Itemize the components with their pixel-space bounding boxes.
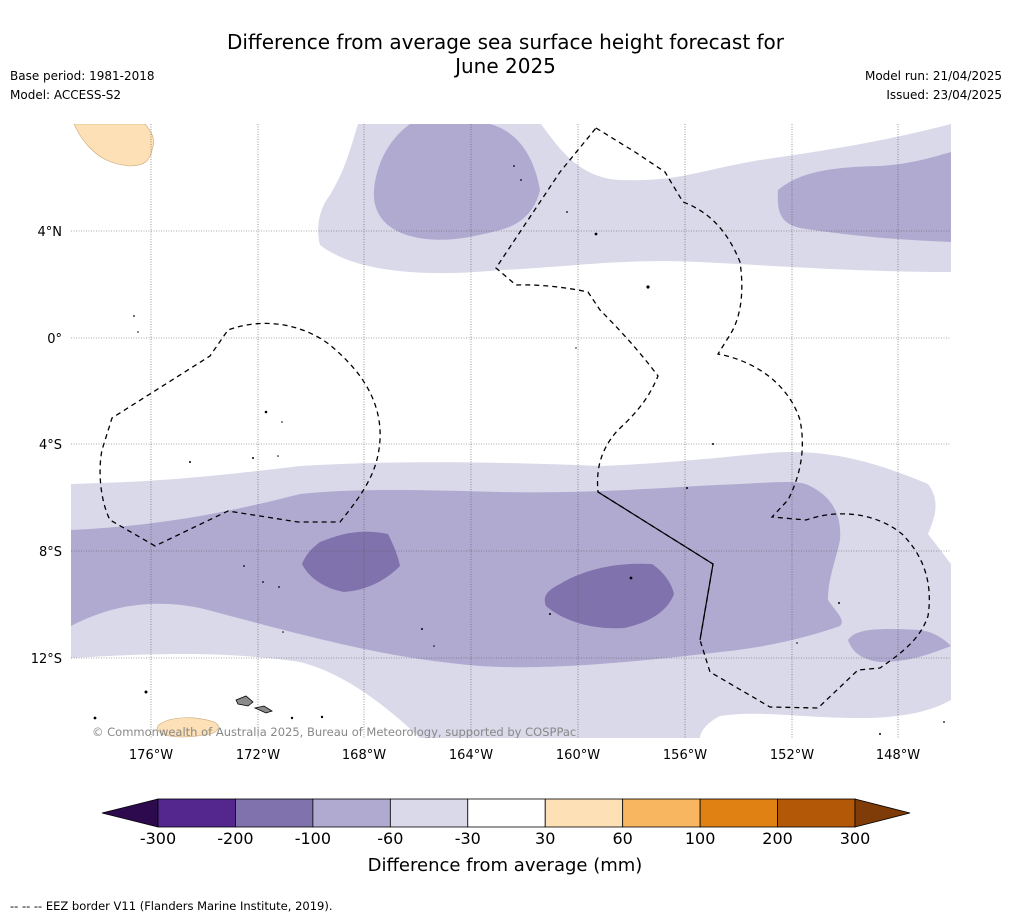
lon-label-160w: 160°W	[556, 748, 600, 763]
lon-label-172w: 172°W	[236, 748, 280, 763]
south-band-mid	[71, 482, 842, 668]
lat-label-4n: 4°N	[38, 225, 63, 240]
land-southwest	[156, 717, 219, 738]
colorbar-segment	[389, 798, 469, 828]
colorbar-tick-label: 30	[535, 829, 555, 848]
south-blob-dark-east	[544, 563, 674, 629]
title-line-1: Difference from average sea surface heig…	[226, 30, 785, 54]
model-run-text: Model run: 21/04/2025	[864, 69, 1002, 83]
map-title: Difference from average sea surface heig…	[0, 30, 1011, 78]
colorbar-segment	[622, 798, 701, 828]
small-islands	[93, 165, 945, 735]
north-blob-mid-east	[777, 152, 951, 242]
lat-label-12s: 12°S	[31, 652, 62, 667]
run-info: Model run: 21/04/2025 Issued: 23/04/2025	[865, 67, 1002, 105]
colorbar-under-arrow	[101, 798, 159, 828]
eez-border-samoa-region	[99, 322, 381, 547]
colorbar-over-arrow	[854, 798, 911, 828]
colorbar-segments	[157, 798, 856, 828]
longitude-labels: 176°W 172°W 168°W 164°W 160°W 156°W 152°…	[129, 748, 920, 763]
international-boundary-solid	[597, 491, 714, 641]
colorbar-tick-labels: -300 -200 -100 -60 -30 30 60 100 200 300	[140, 829, 870, 848]
colorbar-tick-label: -60	[377, 829, 403, 848]
colorbar-label: Difference from average (mm)	[368, 855, 643, 876]
lat-label-8s: 8°S	[39, 545, 62, 560]
lon-label-168w: 168°W	[342, 748, 386, 763]
colorbar-tick-label: -30	[455, 829, 481, 848]
colorbar-tick-label: 200	[762, 829, 793, 848]
colorbar-segment	[777, 798, 856, 828]
colorbar-segment	[235, 798, 314, 828]
colorbar-tick-label: 60	[612, 829, 632, 848]
colorbar-segment	[544, 798, 624, 828]
colorbar-segment	[699, 798, 778, 828]
base-period-text: Base period: 1981-2018	[10, 69, 155, 83]
colorbar-segment	[312, 798, 391, 828]
lon-label-164w: 164°W	[449, 748, 493, 763]
colorbar-segment	[157, 798, 236, 828]
lon-label-156w: 156°W	[663, 748, 707, 763]
model-text: Model: ACCESS-S2	[10, 88, 122, 102]
colorbar-tick-label: -300	[140, 829, 176, 848]
title-line-2: June 2025	[455, 54, 556, 78]
colorbar-segment	[467, 798, 546, 828]
issued-text: Issued: 23/04/2025	[886, 88, 1002, 102]
island-samoa	[235, 695, 254, 707]
lat-label-0: 0°	[47, 332, 62, 347]
colorbar-tick-label: 100	[685, 829, 716, 848]
model-info: Base period: 1981-2018 Model: ACCESS-S2	[10, 67, 155, 105]
lon-label-152w: 152°W	[770, 748, 814, 763]
colorbar-tick-label: 300	[840, 829, 871, 848]
colorbar-tick-label: -200	[217, 829, 253, 848]
eez-footnote: -- -- -- EEZ border V11 (Flanders Marine…	[10, 899, 333, 913]
south-east-patch-mid	[848, 629, 951, 662]
map-panel[interactable]: © Commonwealth of Australia 2025, Bureau…	[71, 124, 951, 739]
gridlines	[71, 124, 951, 738]
south-blob-dark-west	[302, 531, 400, 592]
eez-borders	[99, 127, 930, 709]
land-northwest	[73, 124, 154, 167]
island-samoa-2	[253, 705, 273, 714]
colorbar-tick-label: -100	[295, 829, 331, 848]
colorbar: -300 -200 -100 -60 -30 30 60 100 200 300 Differen…	[101, 798, 911, 876]
lat-label-4s: 4°S	[39, 438, 62, 453]
lon-label-148w: 148°W	[876, 748, 920, 763]
north-blob-mid-west	[373, 124, 540, 240]
lon-label-176w: 176°W	[129, 748, 173, 763]
copyright-text: © Commonwealth of Australia 2025, Bureau…	[92, 725, 576, 739]
latitude-labels: 4°N 0° 4°S 8°S 12°S	[31, 225, 62, 667]
